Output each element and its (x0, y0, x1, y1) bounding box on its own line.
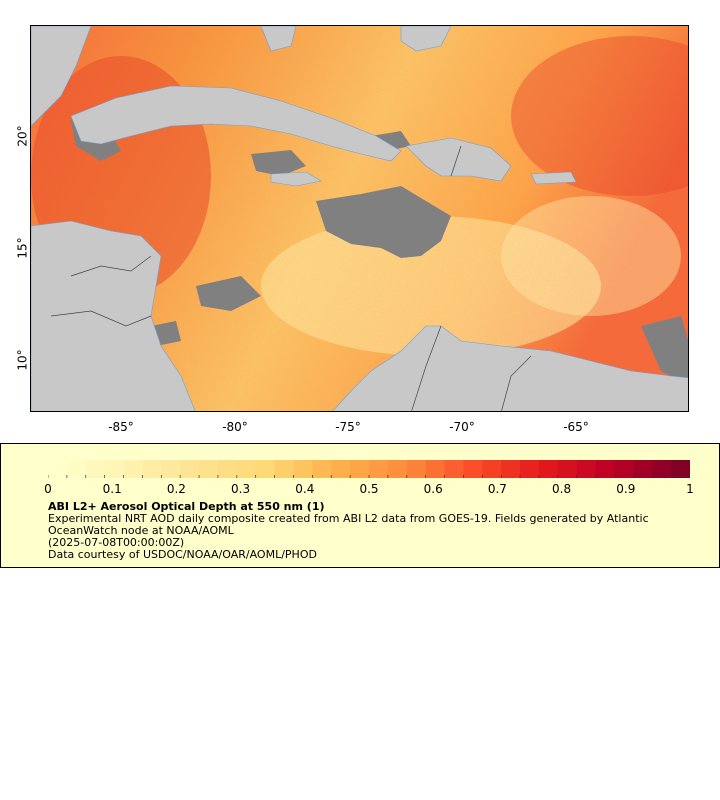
legend-description-cont: OceanWatch node at NOAA/AOML (48, 524, 234, 537)
colorbar-tick-label: 0.4 (295, 482, 315, 496)
colorbar-segment (104, 460, 125, 478)
legend-description: Experimental NRT AOD daily composite cre… (48, 512, 649, 525)
colorbar-segment (520, 460, 540, 478)
bahamas (400, 26, 452, 52)
yucatan (31, 26, 92, 127)
country-borders (50, 145, 532, 411)
colorbar-segment (85, 460, 106, 478)
colorbar-segment (595, 460, 616, 478)
colorbar-segment (142, 460, 162, 478)
colorbar-tick-label: 1 (686, 482, 694, 496)
colorbar-segment (557, 460, 578, 478)
colorbar-segment (217, 460, 238, 478)
colorbar-segment (538, 460, 559, 478)
colorbar-tick-label: 0.5 (359, 482, 379, 496)
colorbar-segment (444, 460, 465, 478)
colorbar-segment (652, 460, 672, 478)
colorbar-segment (350, 460, 370, 478)
colorbar-segment (482, 460, 502, 478)
colorbar-segment (633, 460, 653, 478)
colorbar (48, 460, 690, 478)
lon-tick-label: -65° (563, 420, 589, 434)
legend-credit: Data courtesy of USDOC/NOAA/OAR/AOML/PHO… (48, 548, 317, 561)
legend-text: ABI L2+ Aerosol Optical Depth at 550 nm … (48, 501, 688, 561)
colorbar-segment (331, 460, 351, 478)
colorbar-tick-label: 0.1 (102, 482, 122, 496)
south-america (332, 325, 688, 411)
legend-title: ABI L2+ Aerosol Optical Depth at 550 nm … (48, 500, 325, 513)
colorbar-tick-label: 0.9 (616, 482, 636, 496)
aod-map-canvas (31, 26, 688, 411)
colorbar-segment (48, 460, 68, 478)
central-america (31, 220, 196, 411)
colorbar-tick-label: 0 (44, 482, 52, 496)
colorbar-segment (576, 460, 597, 478)
colorbar-segment (425, 460, 446, 478)
florida-keys (260, 26, 297, 52)
cuba (70, 85, 402, 162)
colorbar-tick-labels: 0 0.1 0.2 0.3 0.4 0.5 0.6 0.7 0.8 0.9 1 (44, 482, 694, 498)
legend-time: (2025-07-08T00:00:00Z) (48, 536, 185, 549)
colorbar-segment (406, 460, 427, 478)
colorbar-segment (369, 460, 389, 478)
colorbar-segment (293, 460, 313, 478)
legend-panel: 0 0.1 0.2 0.3 0.4 0.5 0.6 0.7 0.8 0.9 1 ABI L2+ Ae… (0, 443, 720, 568)
lon-tick-label: -80° (222, 420, 248, 434)
jamaica (270, 171, 322, 187)
colorbar-tick-label: 0.6 (423, 482, 443, 496)
colorbar-tick-label: 0.2 (166, 482, 186, 496)
hispaniola (405, 137, 512, 182)
colorbar-tick-label: 0.7 (487, 482, 507, 496)
colorbar-segment (501, 460, 521, 478)
lat-tick-label: 15° (15, 237, 30, 259)
colorbar-segment (123, 460, 144, 478)
colorbar-segment (274, 460, 295, 478)
lon-tick-label: -70° (449, 420, 475, 434)
lat-tick-label: 20° (15, 125, 30, 147)
colorbar-segment (671, 460, 690, 478)
colorbar-segment (199, 460, 219, 478)
lon-tick-label: -75° (335, 420, 361, 434)
land-masses (31, 26, 688, 411)
aod-map (30, 25, 689, 412)
colorbar-tick-label: 0.3 (231, 482, 251, 496)
colorbar-segment (463, 460, 483, 478)
colorbar-segment (66, 460, 87, 478)
colorbar-tick-label: 0.8 (552, 482, 572, 496)
colorbar-segment (312, 460, 332, 478)
colorbar-segment (161, 460, 181, 478)
colorbar-segment (236, 460, 257, 478)
colorbar-segment (614, 460, 634, 478)
lat-tick-label: 10° (15, 349, 30, 371)
colorbar-segment (255, 460, 276, 478)
puerto-rico (530, 171, 577, 185)
colorbar-segment (180, 460, 200, 478)
colorbar-segment (387, 460, 408, 478)
lon-tick-label: -85° (108, 420, 134, 434)
